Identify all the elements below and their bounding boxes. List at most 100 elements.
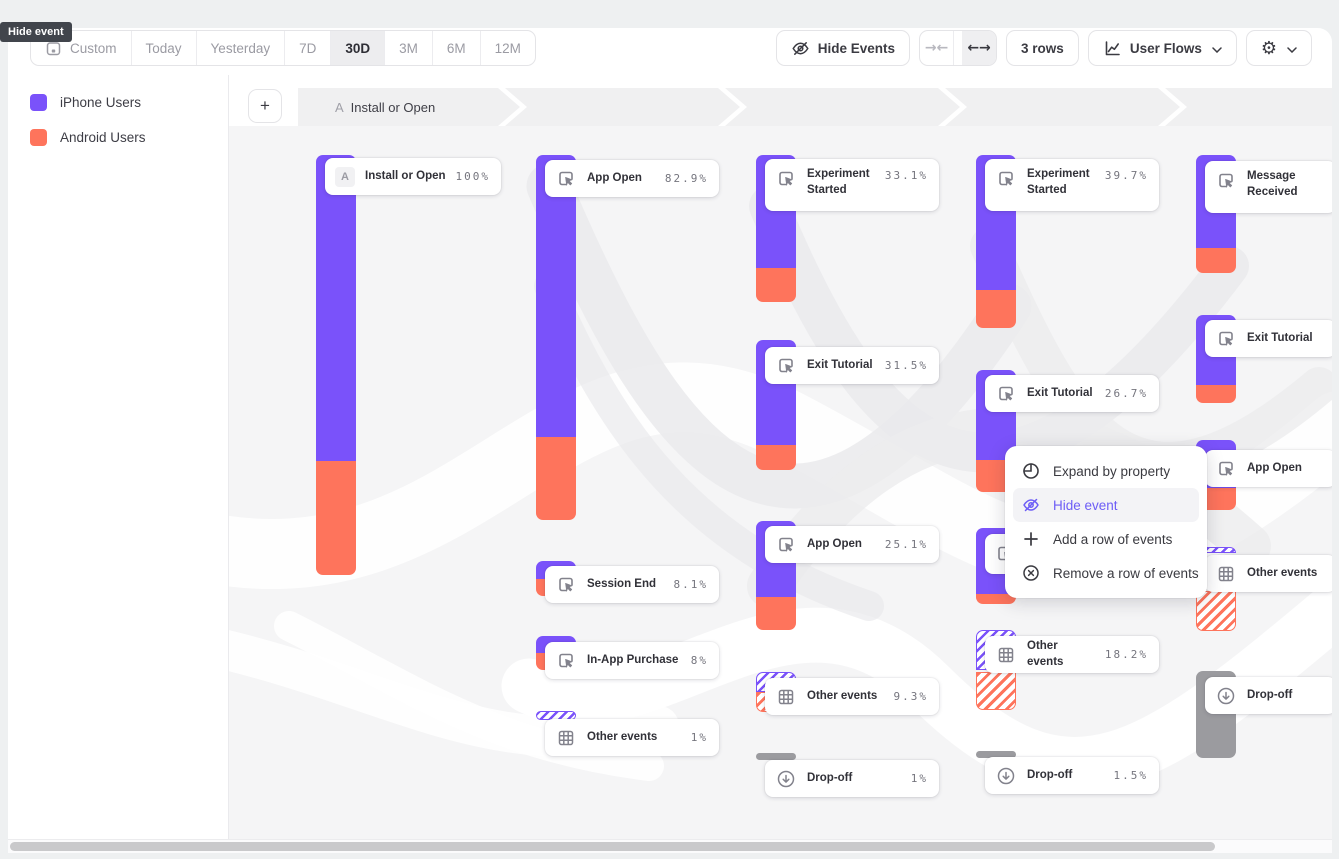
flow-node-exit-tutorial[interactable]: Exit Tutorial 26.7% [985, 375, 1159, 412]
flow-bar-segment-orange[interactable] [536, 437, 576, 520]
event-cursor-icon [1215, 170, 1237, 192]
menu-item-label: Add a row of events [1053, 531, 1173, 547]
flow-bar-segment-purple[interactable] [316, 155, 356, 461]
remove-circle-icon [1022, 564, 1040, 582]
flow-node-label: Exit Tutorial [807, 358, 873, 371]
flow-node-app-open[interactable]: App Open 25.1% [765, 526, 939, 563]
flow-bar-segment-orange-hatch[interactable] [976, 672, 1016, 710]
flow-bar-segment-purple[interactable] [536, 155, 576, 437]
flow-node-message-received[interactable]: Message Received [1205, 161, 1332, 213]
flow-bar-segment-orange[interactable] [1196, 248, 1236, 273]
rows-button[interactable]: 3 rows [1006, 30, 1079, 66]
collapse-arrows-icon[interactable]: →← [920, 31, 955, 65]
flow-bar-segment-orange[interactable] [976, 594, 1016, 604]
flow-node-app-open[interactable]: App Open [1205, 450, 1332, 487]
step-breadcrumb[interactable]: A Install or Open [298, 88, 1332, 126]
user-flows-icon [1103, 39, 1122, 58]
dropoff-arrow-icon [995, 765, 1017, 787]
date-range-7d[interactable]: 7D [285, 31, 332, 65]
flow-bar-segment-orange[interactable] [756, 445, 796, 470]
flow-node-exit-tutorial[interactable]: Exit Tutorial [1205, 320, 1332, 357]
menu-item-hide-event[interactable]: Hide event [1013, 488, 1199, 522]
flow-node-label: Other events [1027, 639, 1064, 668]
flow-node-label: Drop-off [1027, 768, 1073, 781]
flow-node-drop-off[interactable]: Drop-off 1.5% [985, 757, 1159, 794]
date-range-label: 6M [446, 40, 466, 56]
date-range-6m[interactable]: 6M [433, 31, 481, 65]
event-cursor-icon [1215, 458, 1237, 480]
flow-node-install-or-open[interactable]: A Install or Open 100% [325, 158, 501, 195]
flow-node-label: Other events [807, 689, 878, 702]
flow-node-other-events[interactable]: Other events 18.2% [985, 636, 1159, 673]
date-range-label: Custom [70, 40, 117, 56]
toolbar-right: Hide Events →← ←→ 3 rows User Flows [775, 30, 1312, 66]
date-range-12m[interactable]: 12M [481, 31, 535, 65]
flow-node-drop-off[interactable]: Drop-off [1205, 677, 1332, 714]
step-name: Install or Open [350, 99, 436, 115]
flow-node-experiment-started[interactable]: Experiment Started 33.1% [765, 159, 939, 211]
settings-button[interactable]: ⚙ [1245, 30, 1312, 66]
flow-node-label: App Open [807, 537, 862, 550]
flow-node-session-end[interactable]: Session End 8.1% [545, 566, 719, 603]
flow-bar-segment-gray[interactable] [756, 753, 796, 760]
date-range-yesterday[interactable]: Yesterday [197, 31, 286, 65]
hide-events-button[interactable]: Hide Events [775, 30, 911, 66]
date-range-label: 3M [399, 40, 418, 56]
flow-bar-segment-orange[interactable] [756, 268, 796, 302]
flow-node-label: Message Received [1247, 170, 1298, 198]
view-selector[interactable]: User Flows [1087, 30, 1237, 66]
flow-node-label: Exit Tutorial [1027, 386, 1093, 399]
spacing-toggle: →← ←→ [919, 30, 998, 66]
flow-node-label: Session End [587, 577, 657, 590]
flow-node-in-app-purchase[interactable]: In-App Purchase 8% [545, 642, 719, 679]
flow-node-drop-off[interactable]: Drop-off 1% [765, 760, 939, 797]
flow-node-experiment-started[interactable]: Experiment Started 39.7% [985, 159, 1159, 211]
horizontal-scrollbar-track[interactable] [8, 839, 1332, 853]
flow-node-exit-tutorial[interactable]: Exit Tutorial 31.5% [765, 347, 939, 384]
menu-item-add-row-of-events[interactable]: Add a row of events [1013, 522, 1199, 556]
flow-node-percentage: 31.5% [884, 359, 928, 372]
flow-node-label: Drop-off [807, 771, 853, 784]
horizontal-scrollbar-thumb[interactable] [10, 842, 1215, 851]
flow-node-label: Install or Open [365, 169, 446, 182]
flow-node-label: App Open [587, 171, 642, 184]
flow-node-app-open[interactable]: App Open 82.9% [545, 160, 719, 197]
flow-bar-segment-orange[interactable] [1196, 385, 1236, 403]
flow-node-other-events[interactable]: Other events 9.3% [765, 678, 939, 715]
flow-node-other-events[interactable]: Other events [1205, 555, 1332, 592]
flow-bar-segment-gray[interactable] [976, 751, 1016, 758]
menu-item-remove-row-of-events[interactable]: Remove a row of events [1013, 556, 1199, 590]
flow-bar-segment-orange-hatch[interactable] [1196, 591, 1236, 631]
date-range-custom[interactable]: Custom [31, 31, 132, 65]
flow-bar-segment-orange[interactable] [316, 461, 356, 575]
legend-item-iphone-users[interactable]: iPhone Users [30, 94, 141, 111]
menu-item-expand-by-property[interactable]: Expand by property [1013, 454, 1199, 488]
flow-node-percentage: 9.3% [893, 690, 928, 703]
event-cursor-icon [995, 168, 1017, 190]
flow-bar-segment-orange[interactable] [976, 290, 1016, 328]
flow-bar-segment-orange[interactable] [756, 597, 796, 630]
date-range-control: Custom Today Yesterday 7D 30D 3M 6M 12M [30, 30, 536, 66]
flow-node-percentage: 25.1% [884, 538, 928, 551]
step-letter-badge: A [335, 166, 355, 187]
chevron-down-icon [1287, 41, 1297, 56]
flow-node-label: Experiment Started [807, 168, 870, 196]
menu-item-label: Expand by property [1053, 463, 1171, 479]
date-range-3m[interactable]: 3M [385, 31, 433, 65]
legend-swatch [30, 94, 47, 111]
flow-node-percentage: 100% [455, 170, 490, 183]
add-step-button[interactable]: + [248, 89, 282, 123]
date-range-today[interactable]: Today [132, 31, 197, 65]
breadcrumb-step-label: A Install or Open [335, 88, 435, 126]
main-panel: Custom Today Yesterday 7D 30D 3M 6M 12M Hide Ev… [8, 28, 1332, 853]
flow-layer: A Install or Open 100% App Open 82.9% Session… [8, 28, 1332, 853]
dropoff-arrow-icon [775, 768, 797, 790]
other-events-grid-icon [995, 644, 1017, 666]
expand-arrows-icon[interactable]: ←→ [962, 31, 997, 65]
rows-label: 3 rows [1021, 40, 1064, 56]
flow-node-label: App Open [1247, 461, 1302, 474]
legend-item-android-users[interactable]: Android Users [30, 129, 146, 146]
flow-node-label: Drop-off [1247, 688, 1293, 701]
flow-node-other-events[interactable]: Other events 1% [545, 719, 719, 756]
date-range-30d[interactable]: 30D [331, 31, 386, 65]
